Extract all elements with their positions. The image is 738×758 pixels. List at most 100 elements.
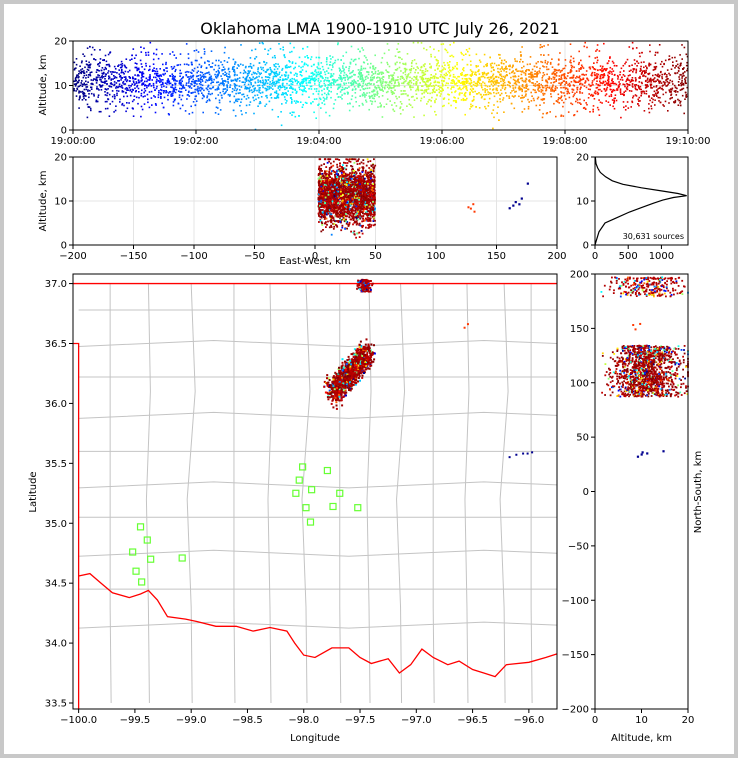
source-point bbox=[262, 42, 264, 45]
source-point bbox=[454, 90, 457, 92]
source-point bbox=[644, 75, 647, 78]
source-point bbox=[438, 65, 440, 67]
source-point bbox=[140, 115, 142, 118]
source-point bbox=[212, 86, 215, 88]
source-point bbox=[381, 82, 384, 84]
source-point bbox=[516, 60, 518, 63]
source-point bbox=[662, 93, 665, 96]
source-point bbox=[500, 92, 503, 95]
source-point bbox=[138, 81, 141, 83]
source-point bbox=[97, 76, 99, 78]
source-point bbox=[290, 102, 293, 104]
source-point bbox=[579, 79, 582, 82]
source-point bbox=[136, 82, 138, 84]
ew-tick-label-x: 50 bbox=[369, 251, 382, 262]
source-point bbox=[496, 100, 499, 103]
source-point bbox=[513, 96, 515, 98]
source-point bbox=[244, 77, 246, 80]
source-point bbox=[267, 53, 269, 55]
source-point bbox=[273, 65, 276, 67]
source-point bbox=[167, 78, 169, 80]
source-point bbox=[98, 70, 100, 72]
source-point bbox=[652, 80, 655, 83]
source-point bbox=[306, 84, 308, 87]
source-point bbox=[100, 89, 103, 91]
source-point bbox=[663, 105, 665, 107]
source-point bbox=[318, 200, 321, 203]
source-point bbox=[117, 65, 119, 67]
source-point bbox=[546, 68, 548, 71]
source-point bbox=[208, 73, 211, 76]
source-point bbox=[162, 91, 165, 94]
source-point bbox=[73, 83, 76, 85]
source-point bbox=[343, 72, 346, 74]
source-point bbox=[484, 91, 486, 93]
source-point bbox=[482, 81, 484, 83]
source-point bbox=[266, 86, 269, 88]
source-point bbox=[278, 73, 280, 75]
source-point bbox=[313, 80, 316, 83]
source-point bbox=[657, 91, 659, 93]
source-point bbox=[257, 68, 259, 71]
source-point bbox=[135, 54, 137, 57]
source-point bbox=[118, 85, 121, 87]
source-point bbox=[569, 84, 571, 86]
source-point bbox=[539, 67, 541, 70]
source-point bbox=[351, 71, 354, 73]
source-point bbox=[306, 77, 308, 79]
source-point bbox=[615, 65, 618, 67]
source-point bbox=[634, 77, 637, 79]
source-point bbox=[204, 72, 206, 75]
source-point bbox=[121, 104, 123, 106]
source-point bbox=[82, 95, 85, 98]
source-point bbox=[579, 90, 581, 93]
source-point bbox=[326, 88, 329, 90]
source-point bbox=[101, 81, 103, 83]
source-point bbox=[483, 53, 486, 56]
source-point bbox=[245, 78, 247, 81]
source-point bbox=[388, 49, 390, 51]
source-point bbox=[544, 85, 547, 87]
source-point bbox=[622, 74, 625, 76]
source-point bbox=[234, 73, 236, 76]
source-point bbox=[331, 79, 334, 81]
source-point bbox=[544, 61, 547, 64]
source-point bbox=[342, 70, 345, 72]
source-point bbox=[148, 76, 151, 79]
source-point bbox=[519, 58, 522, 61]
source-point bbox=[650, 97, 653, 99]
source-point bbox=[289, 94, 292, 96]
source-point bbox=[434, 81, 436, 84]
source-point bbox=[281, 92, 284, 94]
source-point bbox=[105, 88, 108, 91]
source-point bbox=[654, 66, 656, 68]
source-point bbox=[323, 98, 326, 100]
source-point bbox=[591, 82, 594, 84]
source-point bbox=[621, 76, 623, 79]
source-point bbox=[539, 86, 541, 89]
source-point bbox=[104, 91, 106, 93]
source-point bbox=[643, 90, 645, 93]
source-point bbox=[611, 68, 614, 70]
source-point bbox=[307, 64, 309, 67]
source-point bbox=[654, 80, 656, 83]
source-point bbox=[149, 75, 151, 78]
source-point bbox=[581, 65, 584, 68]
source-point bbox=[622, 83, 624, 86]
source-point bbox=[351, 217, 354, 220]
source-point bbox=[670, 90, 672, 93]
source-point bbox=[490, 70, 493, 73]
source-point bbox=[447, 86, 449, 89]
source-point bbox=[391, 91, 394, 93]
source-point bbox=[224, 71, 226, 73]
source-point bbox=[409, 86, 412, 89]
source-point bbox=[305, 90, 307, 93]
source-point bbox=[128, 76, 130, 78]
source-point bbox=[565, 81, 568, 83]
source-point bbox=[116, 94, 118, 97]
source-point bbox=[430, 74, 432, 76]
source-point bbox=[262, 66, 264, 69]
source-point bbox=[612, 70, 615, 72]
source-point bbox=[256, 94, 259, 96]
source-point bbox=[92, 79, 94, 82]
